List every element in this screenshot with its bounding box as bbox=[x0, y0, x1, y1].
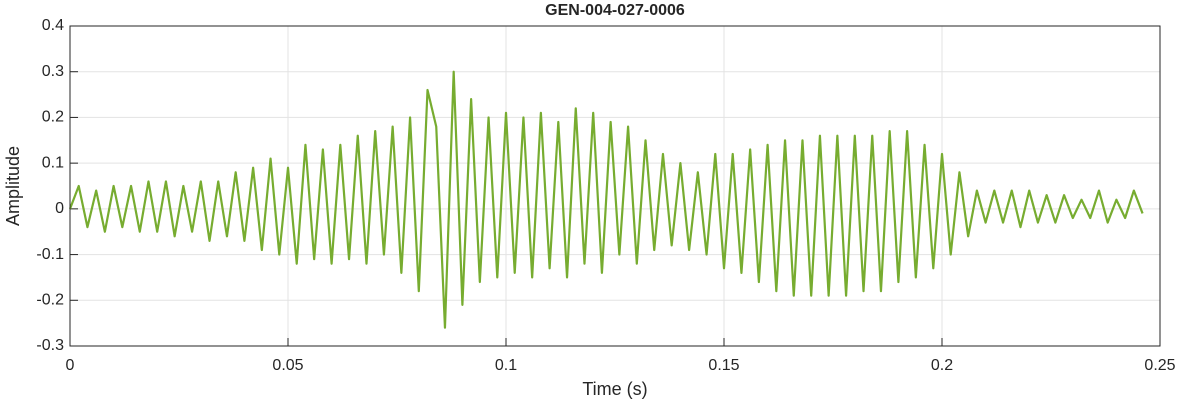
x-tick-label: 0.25 bbox=[1144, 357, 1175, 374]
x-tick-label: 0.05 bbox=[272, 357, 303, 374]
x-axis-label: Time (s) bbox=[582, 379, 647, 399]
x-tick-label: 0.2 bbox=[931, 357, 953, 374]
signal-line bbox=[68, 70, 1144, 329]
chart-title: GEN-004-027-0006 bbox=[545, 2, 685, 19]
plot-frame bbox=[69, 25, 1161, 347]
y-tick-label: 0.4 bbox=[42, 17, 64, 34]
x-tick-label: 0 bbox=[66, 357, 75, 374]
y-tick-label: 0 bbox=[55, 200, 64, 217]
y-axis-label: Amplitude bbox=[3, 146, 23, 226]
x-tick-label: 0.15 bbox=[708, 357, 739, 374]
y-tick-label: 0.3 bbox=[42, 63, 64, 80]
y-tick-label: -0.3 bbox=[36, 337, 64, 354]
y-tick-label: -0.2 bbox=[36, 292, 64, 309]
x-tick-label: 0.1 bbox=[495, 357, 517, 374]
y-tick-label: 0.1 bbox=[42, 154, 64, 171]
y-tick-label: 0.2 bbox=[42, 109, 64, 126]
y-tick-label: -0.1 bbox=[36, 246, 64, 263]
